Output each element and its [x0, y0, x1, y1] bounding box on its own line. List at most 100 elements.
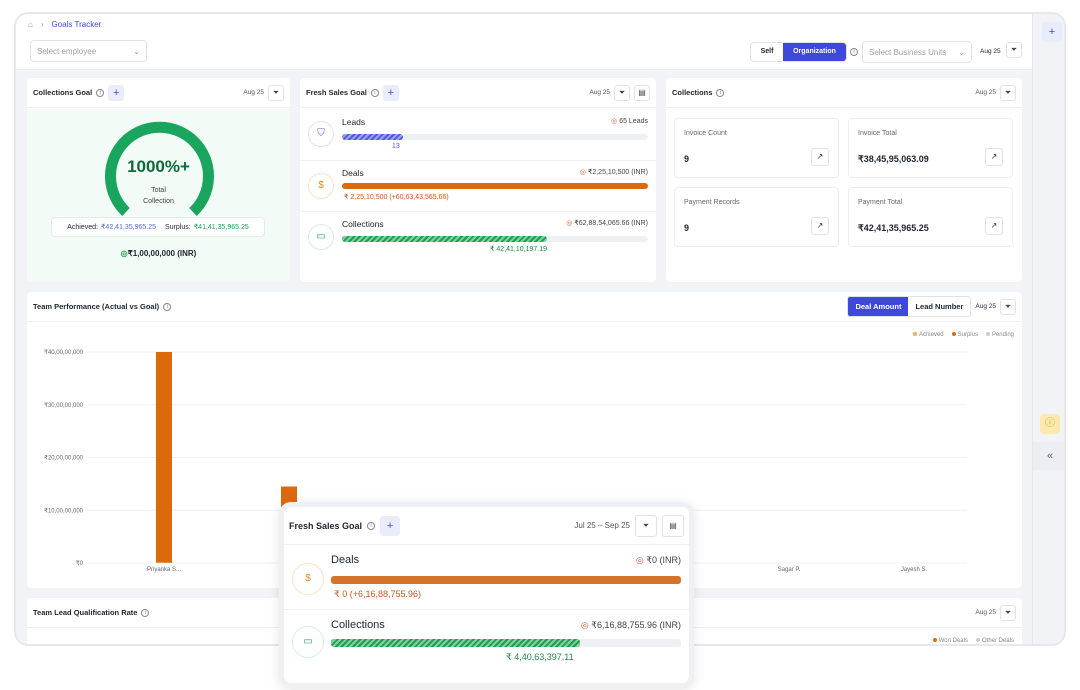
dollar-shield-icon: $	[292, 563, 324, 595]
arrow-up-right-icon[interactable]: ↗	[811, 148, 829, 166]
chart-legend: Won Deals Other Deals	[932, 638, 1014, 644]
y-tick-label: ₹30,00,00,000	[44, 402, 84, 409]
add-button[interactable]: +	[1042, 22, 1062, 42]
add-button[interactable]: +	[108, 84, 125, 101]
gauge	[105, 121, 214, 217]
scope-toggle: Self Organization	[750, 42, 847, 62]
breadcrumb: ⌂ › Goals Tracker	[28, 20, 102, 29]
date-label: Aug 25	[980, 48, 1001, 55]
progress-bar	[331, 576, 681, 584]
legend-pending: Pending	[991, 332, 1014, 338]
gauge-arc	[105, 121, 214, 217]
arrow-up-right-icon[interactable]: ↗	[985, 148, 1003, 166]
date-label: Aug 25	[975, 609, 996, 616]
dollar-shield-icon: $	[308, 173, 334, 199]
surplus-value: ₹41,41,35,965.25	[193, 224, 249, 231]
stat-label: Invoice Count	[684, 130, 727, 137]
progress-bar	[342, 134, 648, 140]
progress-bar	[342, 183, 648, 189]
stat-value: ₹38,45,95,063.09	[858, 154, 929, 164]
target-icon: ◎	[635, 555, 644, 565]
stat-value: 9	[684, 154, 690, 164]
filter-icon[interactable]: ⏷	[1000, 298, 1016, 315]
collections-row: ▭ Collections ◎ ₹62,88,54,065.66 (INR) ₹…	[300, 212, 656, 264]
lead-number-button[interactable]: Lead Number	[915, 302, 964, 311]
filter-icon[interactable]: ⏷	[1000, 84, 1016, 101]
gauge-percent: 1000%+	[127, 157, 190, 176]
employee-select[interactable]: Select employee ⌄	[30, 40, 147, 62]
popup-title: Fresh Sales Goal	[289, 520, 363, 531]
card-title: Collections Goal	[33, 88, 93, 97]
surplus-label: Surplus:	[165, 223, 191, 231]
stat-value: ₹42,41,35,965.25	[858, 223, 929, 233]
row-label: Collections	[342, 219, 384, 229]
legend-dot	[951, 332, 956, 336]
progress-bar	[342, 236, 648, 242]
row-target: ₹62,88,54,065.66 (INR)	[574, 220, 648, 227]
achieved-value: ₹42,41,35,965.25	[100, 224, 157, 231]
breadcrumb-current[interactable]: Goals Tracker	[51, 20, 102, 29]
card-title: Fresh Sales Goal	[306, 88, 367, 97]
date-label: Aug 25	[589, 89, 610, 96]
organization-button[interactable]: Organization	[783, 43, 846, 61]
bar-surplus	[156, 352, 172, 563]
info-icon: i	[141, 608, 150, 617]
legend-other-deals: Other Deals	[981, 638, 1014, 644]
row-target: ₹2,25,10,500 (INR)	[587, 169, 648, 176]
legend-dot	[985, 332, 990, 336]
collections-card: Collections i Aug 25 ⏷ Invoice Count 9 ↗ Invo…	[666, 78, 1022, 282]
target-icon: ◎	[611, 118, 618, 125]
alert-icon[interactable]: ⓘ	[1040, 414, 1060, 434]
invoice-count-stat: Invoice Count 9 ↗	[674, 118, 839, 178]
calculator-icon[interactable]: ▤	[662, 514, 684, 537]
filter-icon[interactable]: ⏷	[635, 514, 657, 537]
deals-row: $ Deals ◎ ₹0 (INR) ₹ 0 (+6,16,88,755.96)	[284, 545, 689, 610]
row-value: 13	[392, 143, 400, 150]
metric-toggle: Deal Amount Lead Number	[847, 296, 972, 317]
progress-fill	[342, 183, 648, 189]
stat-label: Payment Total	[858, 199, 903, 206]
gauge-subtitle: Total	[151, 187, 166, 194]
wallet-icon: ▭	[292, 626, 324, 658]
x-tick-label: Jayesh S.	[901, 567, 928, 573]
business-units-placeholder: Select Business Units	[869, 47, 947, 57]
home-icon[interactable]: ⌂	[28, 20, 33, 29]
row-value: ₹ 42,41,10,197.19	[490, 246, 548, 253]
filter-icon[interactable]: ⏷	[1006, 42, 1022, 58]
info-icon: i	[367, 521, 376, 530]
business-units-select[interactable]: Select Business Units ⌄	[862, 41, 972, 63]
add-button[interactable]: +	[382, 84, 399, 101]
wallet-icon: ▭	[308, 224, 334, 250]
date-range: Jul 25 – Sep 25	[574, 521, 630, 530]
legend-achieved: Achieved	[918, 332, 944, 338]
collections-row: ▭ Collections ◎ ₹6,16,88,755.96 (INR) ₹ …	[284, 610, 689, 680]
date-label: Aug 25	[975, 89, 996, 96]
row-label: Deals	[331, 554, 360, 566]
shield-icon: ⛉	[308, 121, 334, 147]
filter-icon[interactable]: ⏷	[1000, 604, 1016, 621]
arrow-up-right-icon[interactable]: ↗	[811, 217, 829, 235]
collapse-icon[interactable]: «	[1033, 442, 1064, 470]
arrow-up-right-icon[interactable]: ↗	[985, 217, 1003, 235]
chart-legend: Achieved Surplus Pending	[912, 332, 1014, 338]
stat-label: Payment Records	[684, 199, 740, 206]
filter-icon[interactable]: ⏷	[614, 84, 630, 101]
y-tick-label: ₹0	[76, 560, 84, 567]
header: ⌂ › Goals Tracker Select employee ⌄ Self Or…	[16, 14, 1032, 70]
x-tick-label: Priyanka S...	[147, 567, 181, 573]
add-button[interactable]: +	[380, 515, 401, 536]
deal-amount-button[interactable]: Deal Amount	[848, 297, 909, 316]
legend-dot	[975, 638, 980, 642]
achieved-label: Achieved:	[67, 223, 98, 231]
payment-records-stat: Payment Records 9 ↗	[674, 187, 839, 247]
target-icon: ◎	[566, 220, 573, 227]
calculator-icon[interactable]: ▤	[634, 84, 650, 101]
info-icon: i	[96, 88, 105, 97]
gauge-subtitle: Collection	[143, 198, 174, 205]
info-icon: i	[163, 302, 172, 311]
legend-dot	[912, 332, 917, 336]
collections-goal-card: Collections Goal i + Aug 25 ⏷ 1000%+ Total C…	[27, 78, 290, 282]
invoice-total-stat: Invoice Total ₹38,45,95,063.09 ↗	[848, 118, 1013, 178]
self-button[interactable]: Self	[760, 48, 774, 55]
filter-icon[interactable]: ⏷	[268, 84, 284, 101]
